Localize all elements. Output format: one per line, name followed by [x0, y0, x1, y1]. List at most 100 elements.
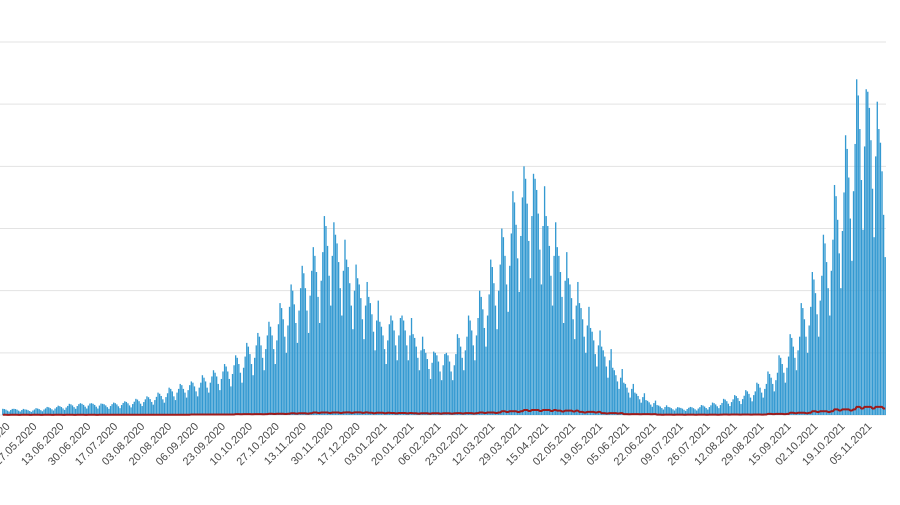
bar [775, 380, 777, 415]
bar [130, 407, 132, 415]
bar [402, 320, 405, 415]
bar [252, 375, 254, 415]
bar [92, 403, 94, 415]
bar [393, 330, 395, 415]
bar [814, 293, 817, 415]
bar [448, 361, 451, 415]
bar [703, 406, 706, 415]
bar [244, 356, 246, 415]
bar [358, 284, 360, 415]
bar [505, 284, 508, 415]
bar [401, 315, 403, 415]
bar [290, 284, 292, 415]
bar [586, 325, 589, 415]
bar [196, 396, 199, 415]
bar [214, 372, 216, 415]
bar [816, 314, 818, 415]
bar [133, 401, 135, 415]
bar [762, 397, 764, 415]
bar [382, 335, 384, 415]
bar [246, 342, 248, 415]
bar [265, 349, 267, 415]
bar [192, 382, 194, 415]
bar [59, 406, 61, 415]
bar [597, 345, 600, 415]
bar [678, 407, 680, 415]
bar [759, 387, 761, 415]
bar [669, 407, 671, 415]
bar [25, 409, 28, 415]
bar [581, 319, 584, 415]
bar [875, 156, 877, 416]
bar [692, 408, 695, 415]
bar [16, 409, 18, 415]
bar [255, 345, 257, 415]
bar [499, 264, 501, 415]
bar [642, 397, 644, 415]
bar [170, 388, 172, 415]
bar [474, 360, 476, 415]
bar [345, 259, 348, 415]
bar [580, 308, 582, 415]
bar [158, 393, 161, 415]
bar [429, 378, 432, 415]
bar [211, 376, 213, 415]
bar [654, 400, 657, 415]
bar [832, 239, 834, 415]
bar [509, 265, 511, 415]
bar [383, 349, 386, 415]
bar [30, 411, 32, 415]
bar [293, 304, 295, 415]
bar [526, 203, 528, 415]
bar [650, 404, 652, 415]
bar [778, 355, 780, 415]
bar [542, 226, 544, 415]
bar [555, 222, 557, 415]
bar [447, 355, 449, 415]
bar [212, 370, 215, 415]
bar [95, 406, 97, 415]
bar [781, 364, 783, 415]
bar [787, 356, 790, 415]
bar [282, 319, 284, 415]
bar [700, 405, 703, 415]
bar [627, 392, 630, 415]
bar [716, 406, 718, 415]
bar [677, 407, 679, 415]
bar [295, 322, 297, 415]
bar [754, 391, 756, 415]
bar [67, 405, 69, 415]
bar [239, 372, 242, 415]
bar [776, 372, 779, 415]
bar [564, 280, 566, 415]
bar [721, 402, 723, 415]
bar [632, 383, 634, 415]
bar [326, 245, 329, 415]
bar [138, 401, 140, 415]
bar [710, 405, 712, 415]
bar [284, 336, 286, 415]
bar [174, 400, 177, 415]
bar [604, 356, 606, 415]
bar [770, 377, 772, 415]
bar [521, 197, 524, 415]
bar [840, 288, 842, 415]
bar [600, 346, 603, 415]
bar [333, 222, 335, 415]
bar [122, 402, 124, 415]
bar [407, 360, 410, 415]
bar [810, 306, 812, 415]
bar [36, 408, 39, 415]
bar [507, 311, 509, 415]
bar [795, 370, 798, 415]
bar [261, 357, 264, 415]
bar [719, 405, 722, 415]
bar [230, 386, 232, 415]
bar [380, 326, 383, 415]
bar [635, 393, 638, 415]
bar [185, 397, 188, 415]
bar [684, 410, 687, 415]
bar [263, 370, 265, 415]
bar [347, 267, 349, 415]
